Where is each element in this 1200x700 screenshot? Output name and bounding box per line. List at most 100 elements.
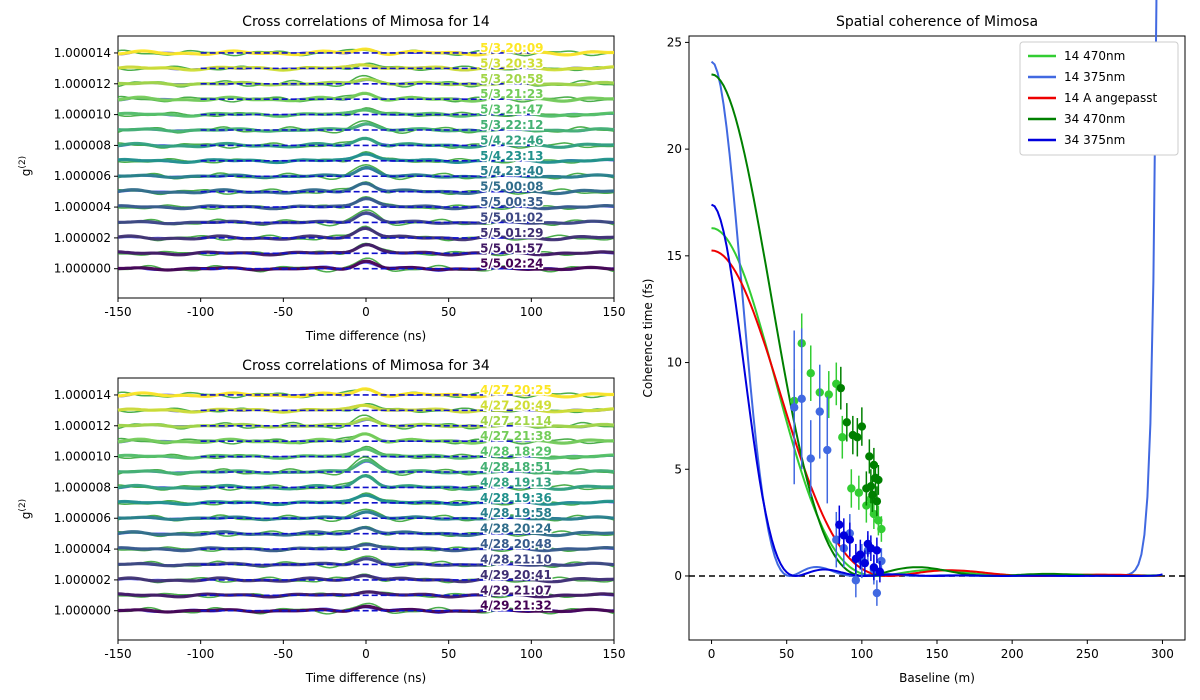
data-point-3-7 [866,482,876,491]
data-point-4-10 [875,567,885,576]
p34-xtick-label: 0 [362,647,370,661]
p34-series-label-5: 4/28 18:51 [480,460,552,474]
legend: 14 470nm 14 375nm 14 A angepasst 34 470nm 34… [1019,41,1179,156]
data-point-4-5 [860,558,870,568]
data-point-3-8 [868,490,877,500]
data-point-4-0 [835,520,844,529]
p14-ytick-label: 1.000010 [54,108,111,122]
p34-series-label-3: 4/27 21:38 [480,429,552,443]
data-point-4-9 [872,546,882,555]
data-point-0-11 [869,509,879,519]
coherence-xlabel: Baseline (m) [899,671,975,685]
p14-ytick-label: 1.000006 [54,169,111,183]
data-point-1-3 [815,407,824,416]
coherence-xtick-label: 150 [926,647,949,661]
p34-series-line-6 [117,474,615,491]
p14-xtick-label: -150 [104,305,131,319]
panel-14-title: Cross correlations of Mimosa for 14 [242,14,490,30]
p34-ytick-label: 1.000000 [54,604,111,618]
data-point-4-1 [839,531,849,540]
p14-ytick-label: 1.000002 [54,231,111,245]
p34-series-label-14: 4/29 21:32 [480,599,552,613]
p34-ytick-label: 1.000008 [54,480,111,494]
coherence-xtick-label: 300 [1151,647,1174,661]
p14-xtick-label: 0 [362,305,370,319]
p34-ytick-label: 1.000014 [54,388,111,402]
p34-xtick-label: -50 [274,647,294,661]
p14-series-label-7: 5/4 23:13 [480,149,543,163]
p34-series-label-6: 4/28 19:13 [480,475,552,489]
p14-ytick-label: 1.000014 [54,46,111,60]
p14-series-label-14: 5/5 02:24 [480,257,543,271]
p14-ytick-label: 1.000004 [54,200,111,214]
p14-ytick-label: 1.000012 [54,77,111,91]
data-point-4-8 [869,563,879,572]
p34-series-label-4: 4/28 18:29 [480,445,552,459]
p34-series-line-0 [117,387,614,399]
p14-series-label-13: 5/5 01:57 [480,241,543,255]
coherence-ytick-label: 20 [667,142,682,156]
coherence-ytick-label: 0 [674,569,682,583]
p14-series-line-1 [117,63,615,72]
legend-label-2: 14 A angepasst [1064,91,1158,105]
p34-ytick-label: 1.000010 [54,450,111,464]
p34-series-label-10: 4/28 20:48 [480,537,552,551]
data-point-0-4 [824,390,833,399]
p34-series-line-1 [117,403,615,414]
p14-series-label-12: 5/5 01:29 [480,226,543,240]
coherence-xtick-label: 100 [850,647,873,661]
panel-34-title: Cross correlations of Mimosa for 34 [242,358,490,374]
p14-series-label-5: 5/3 22:12 [480,118,543,132]
p14-series-label-9: 5/5 00:08 [480,180,543,194]
data-point-0-7 [847,484,856,493]
coherence-ytick-label: 10 [667,356,682,370]
p34-series-label-13: 4/29 21:07 [480,583,552,597]
p34-ytick-label: 1.000002 [54,573,111,587]
data-point-3-9 [869,460,879,470]
panel-34-xlabel: Time difference (ns) [305,671,426,685]
cross-correlation-panel-34: Cross correlations of Mimosa for 34 Time… [18,358,625,685]
data-point-4-4 [856,550,865,559]
cross-correlation-panel-14: Cross correlations of Mimosa for 14 Time… [18,14,625,343]
data-point-3-12 [874,475,883,485]
p14-series-label-6: 5/4 22:46 [480,133,543,147]
p34-xtick-label: 150 [603,647,626,661]
p14-series-label-0: 5/3 20:09 [480,41,543,55]
data-point-3-4 [857,422,867,431]
p14-series-line-6 [117,136,615,149]
p14-xtick-label: 100 [520,305,543,319]
p14-series-label-8: 5/4 23:40 [480,164,543,178]
p34-series-label-0: 4/27 20:25 [480,383,552,397]
coherence-ytick-label: 15 [667,249,682,263]
legend-label-3: 34 470nm [1064,112,1125,126]
p34-xtick-label: -150 [104,647,131,661]
panel-14-ylabel: g(2) [18,156,33,176]
p14-series-label-3: 5/3 21:23 [480,87,543,101]
p14-series-label-4: 5/3 21:47 [480,103,543,117]
data-point-1-12 [872,588,882,598]
fit-curve-2 [711,249,1163,578]
p14-series-line-9 [117,181,615,196]
p14-xtick-label: 150 [603,305,626,319]
spatial-coherence-panel: Spatial coherence of Mimosa Baseline (m)… [641,0,1186,685]
p14-series-label-11: 5/5 01:02 [480,210,543,224]
data-point-1-0 [790,403,799,412]
p34-xtick-label: 100 [520,647,543,661]
data-point-3-1 [842,418,852,427]
panel-34-ylabel: g(2) [18,499,33,519]
coherence-title: Spatial coherence of Mimosa [836,14,1038,30]
coherence-xtick-label: 0 [708,647,716,661]
data-point-0-2 [806,369,815,378]
data-point-1-13 [877,556,886,566]
p14-series-label-1: 5/3 20:33 [480,56,543,70]
p34-series-label-2: 4/27 21:14 [480,414,552,428]
data-point-3-0 [836,383,846,393]
panel-14-xlabel: Time difference (ns) [305,329,426,343]
p34-series-label-1: 4/27 20:49 [480,398,552,412]
p14-xtick-label: -50 [274,305,294,319]
p34-series-label-8: 4/28 19:58 [480,506,552,520]
data-point-1-2 [806,454,815,463]
p14-ytick-label: 1.000008 [54,138,111,152]
legend-label-1: 14 375nm [1064,70,1125,84]
